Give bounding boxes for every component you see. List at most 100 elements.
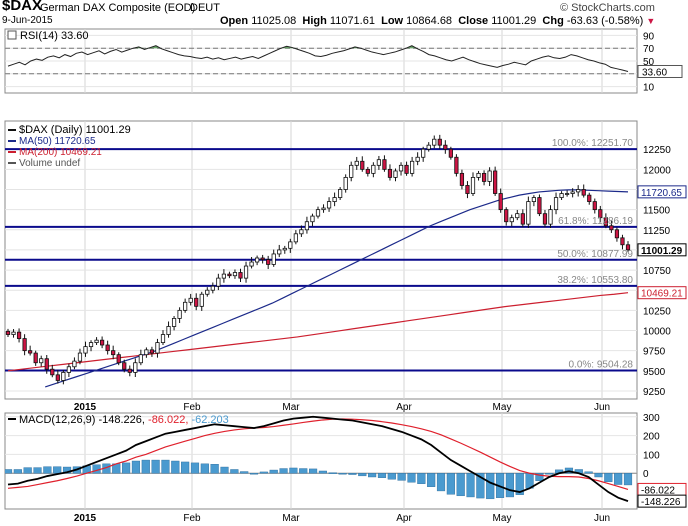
low-value: 10864.68	[406, 15, 453, 27]
price-tick-label: 9250	[643, 387, 666, 398]
macd-histogram-bar	[62, 466, 72, 474]
macd-histogram-bar	[53, 466, 62, 474]
candle-body	[166, 326, 171, 335]
x-tick-label-price: Feb	[183, 402, 201, 413]
price-last-value: 10469.21	[641, 289, 683, 300]
macd-histogram-bar	[200, 463, 209, 474]
macd-histogram-bar	[13, 469, 22, 474]
candle-body	[565, 193, 570, 195]
candle-body	[625, 244, 631, 251]
candle-body	[44, 358, 49, 370]
candle-body	[77, 352, 83, 362]
macd-histogram-bar	[505, 473, 514, 498]
candle-body	[138, 354, 143, 364]
macd-tick-label: 300	[643, 413, 660, 424]
macd-histogram-bar	[397, 473, 406, 481]
macd-histogram-bar	[407, 473, 416, 483]
candle-body	[614, 229, 620, 239]
candle-body	[603, 217, 608, 227]
macd-histogram-bar	[220, 466, 229, 474]
candle-body	[116, 354, 121, 364]
price-tick-label: 12250	[643, 145, 671, 156]
chg-value: -63.63 (-0.58%)	[566, 15, 644, 27]
macd-histogram-bar	[535, 473, 544, 481]
candle-body	[493, 170, 498, 194]
macd-panel	[4, 412, 638, 510]
macd-tick-label: 100	[643, 450, 660, 461]
x-tick-label-macd: 2015	[74, 513, 97, 524]
candle-body	[133, 362, 138, 373]
macd-histogram-bar	[427, 473, 436, 487]
rsi-tick-label: 90	[643, 31, 655, 42]
candle-body	[160, 334, 166, 343]
candle-body	[266, 259, 271, 265]
candle-body	[349, 164, 354, 178]
rsi-tick-label: 50	[643, 57, 655, 68]
ma200-line	[7, 292, 629, 372]
high-label: High	[302, 15, 327, 27]
candle-body	[609, 225, 614, 231]
fib-level-label: 50.0%: 10877.99	[557, 249, 633, 260]
candle-body	[260, 257, 265, 260]
macd-histogram-bar	[417, 473, 426, 484]
high-value: 11071.61	[329, 15, 375, 27]
macd-histogram-bar	[368, 473, 377, 478]
candle-body	[437, 138, 442, 146]
macd-histogram-bar	[23, 467, 32, 474]
candle-body	[16, 331, 22, 339]
macd-legend-part: -148.226,	[98, 414, 148, 426]
candle-body	[620, 237, 625, 246]
close-label: Close	[458, 15, 489, 27]
candle-body	[465, 185, 470, 194]
x-tick-label-price: Jun	[594, 402, 610, 413]
price-last-value-box	[637, 243, 687, 257]
candle-body	[360, 160, 365, 170]
macd-histogram-bar	[230, 469, 239, 474]
candle-body	[299, 229, 304, 235]
macd-plot	[5, 415, 633, 502]
macd-histogram-bar	[289, 467, 298, 474]
macd-legend-part: -62.203	[191, 414, 228, 426]
candle-body	[238, 272, 243, 279]
macd-histogram-bar	[584, 471, 593, 474]
macd-legend: MACD(12,26,9) -148.226, -86.022, -62.203	[19, 414, 229, 426]
price-tick-label: 10000	[643, 327, 671, 338]
rsi-legend-swatch	[7, 30, 17, 40]
macd-histogram-bar	[486, 473, 495, 500]
price-last-value: 11720.65	[641, 188, 682, 199]
macd-histogram-bar	[338, 473, 347, 475]
candle-body	[11, 331, 16, 335]
candle-body	[598, 209, 603, 219]
macd-histogram-bar	[318, 470, 327, 474]
macd-histogram-bar	[240, 471, 249, 474]
macd-histogram-bar	[161, 459, 170, 474]
chart-date: 9-Jun-2015	[2, 15, 53, 26]
candle-body	[105, 344, 110, 352]
x-tick-label-macd: Apr	[396, 513, 412, 524]
macd-histogram-bar	[604, 473, 613, 482]
candle-body	[415, 156, 420, 162]
candle-body	[66, 366, 71, 373]
price-tick-label: 12000	[643, 165, 671, 176]
macd-histogram-bar	[328, 472, 337, 474]
macd-histogram-bar	[131, 460, 141, 474]
price-tick-label: 11500	[643, 206, 671, 217]
macd-histogram-bar	[92, 464, 101, 474]
candle-body	[183, 301, 188, 311]
candle-body	[459, 172, 465, 186]
candle-body	[338, 189, 343, 198]
macd-last-value: -148.226	[641, 497, 681, 508]
candle-body	[171, 318, 177, 327]
macd-legend-part: -86.022,	[148, 414, 191, 426]
candle-body	[249, 261, 254, 267]
symbol: $DAX	[2, 0, 43, 14]
open-value: 11025.08	[251, 15, 297, 27]
macd-histogram-bar	[436, 473, 446, 492]
candle-body	[365, 168, 370, 174]
x-tick-label-macd: Mar	[282, 513, 300, 524]
copyright: © StockCharts.com	[560, 2, 655, 14]
candle-body	[282, 247, 287, 251]
rsi-line	[7, 45, 629, 72]
price-legend-entry: Volume undef	[19, 158, 80, 169]
